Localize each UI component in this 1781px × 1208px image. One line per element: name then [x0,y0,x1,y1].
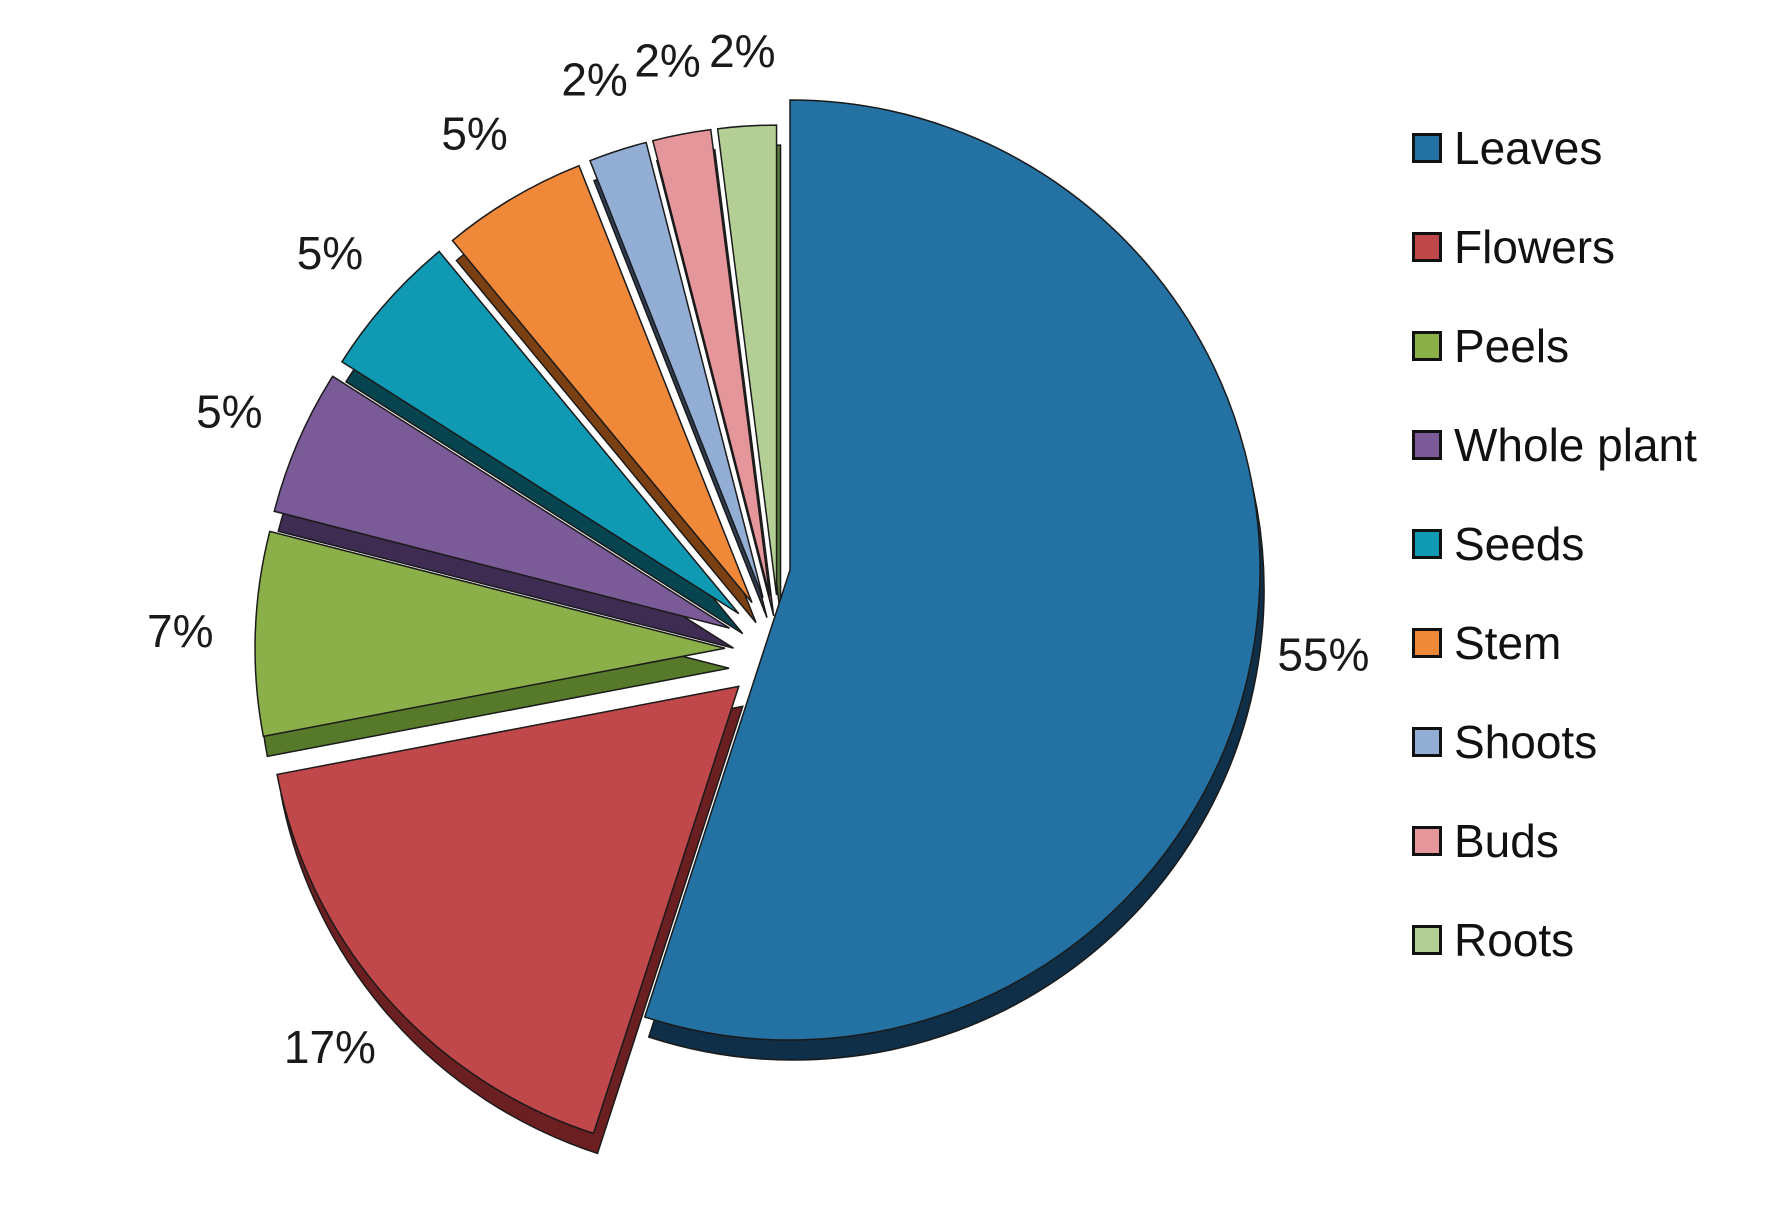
legend-item-shoots: Shoots [1412,712,1597,772]
legend-label-shoots: Shoots [1454,716,1598,768]
pie-slice-roots [716,124,778,596]
pie-slice-seeds [340,250,740,615]
pie-slice-buds [651,128,771,597]
pie-label-shoots: 2% [561,53,627,105]
legend-item-seeds: Seeds [1412,514,1584,574]
legend-label-flowers: Flowers [1454,221,1616,273]
legend-label-roots: Roots [1454,914,1575,966]
legend-item-whole-plant: Whole plant [1412,415,1697,475]
legend-label-seeds: Seeds [1454,518,1585,570]
legend-swatch-flowers [1412,232,1442,262]
pie-slice-shoots [589,141,764,598]
pie-label-peels: 7% [147,605,213,657]
legend-swatch-roots [1412,925,1442,955]
legend-item-stem: Stem [1412,613,1561,673]
pie-slice-flowers [276,685,740,1135]
pie-label-buds: 2% [634,35,700,87]
pie-slice-peels [254,530,726,738]
pie-slice-whole-plant [273,375,730,629]
legend-swatch-stem [1412,628,1442,658]
pie-value-labels: 55%17%7%5%5%5%2% 2% 2% [147,25,1369,1073]
legend-item-leaves: Leaves [1412,118,1602,178]
pie-label-leaves: 55% [1277,628,1369,680]
legend-label-stem: Stem [1454,617,1562,669]
pie-label-roots: 2% [709,25,775,77]
legend-swatch-buds [1412,826,1442,856]
legend-item-buds: Buds [1412,811,1559,871]
legend-item-roots: Roots [1412,910,1574,970]
legend-swatch-peels [1412,331,1442,361]
legend-swatch-whole-plant [1412,430,1442,460]
pie-slice-leaves [643,99,1261,1041]
legend-label-peels: Peels [1454,320,1570,372]
legend-swatch-leaves [1412,133,1442,163]
pie-label-whole-plant: 5% [196,386,262,438]
pie-slice-stem [451,164,753,604]
pie-label-flowers: 17% [284,1021,376,1073]
legend-swatch-shoots [1412,727,1442,757]
legend-label-whole-plant: Whole plant [1454,419,1697,471]
pie-label-stem: 5% [441,108,507,160]
legend-swatch-seeds [1412,529,1442,559]
pie-label-seeds: 5% [297,227,363,279]
legend-label-leaves: Leaves [1454,122,1603,174]
legend-label-buds: Buds [1454,815,1559,867]
legend-item-flowers: Flowers [1412,217,1615,277]
pie-slices [254,99,1261,1135]
legend-item-peels: Peels [1412,316,1569,376]
